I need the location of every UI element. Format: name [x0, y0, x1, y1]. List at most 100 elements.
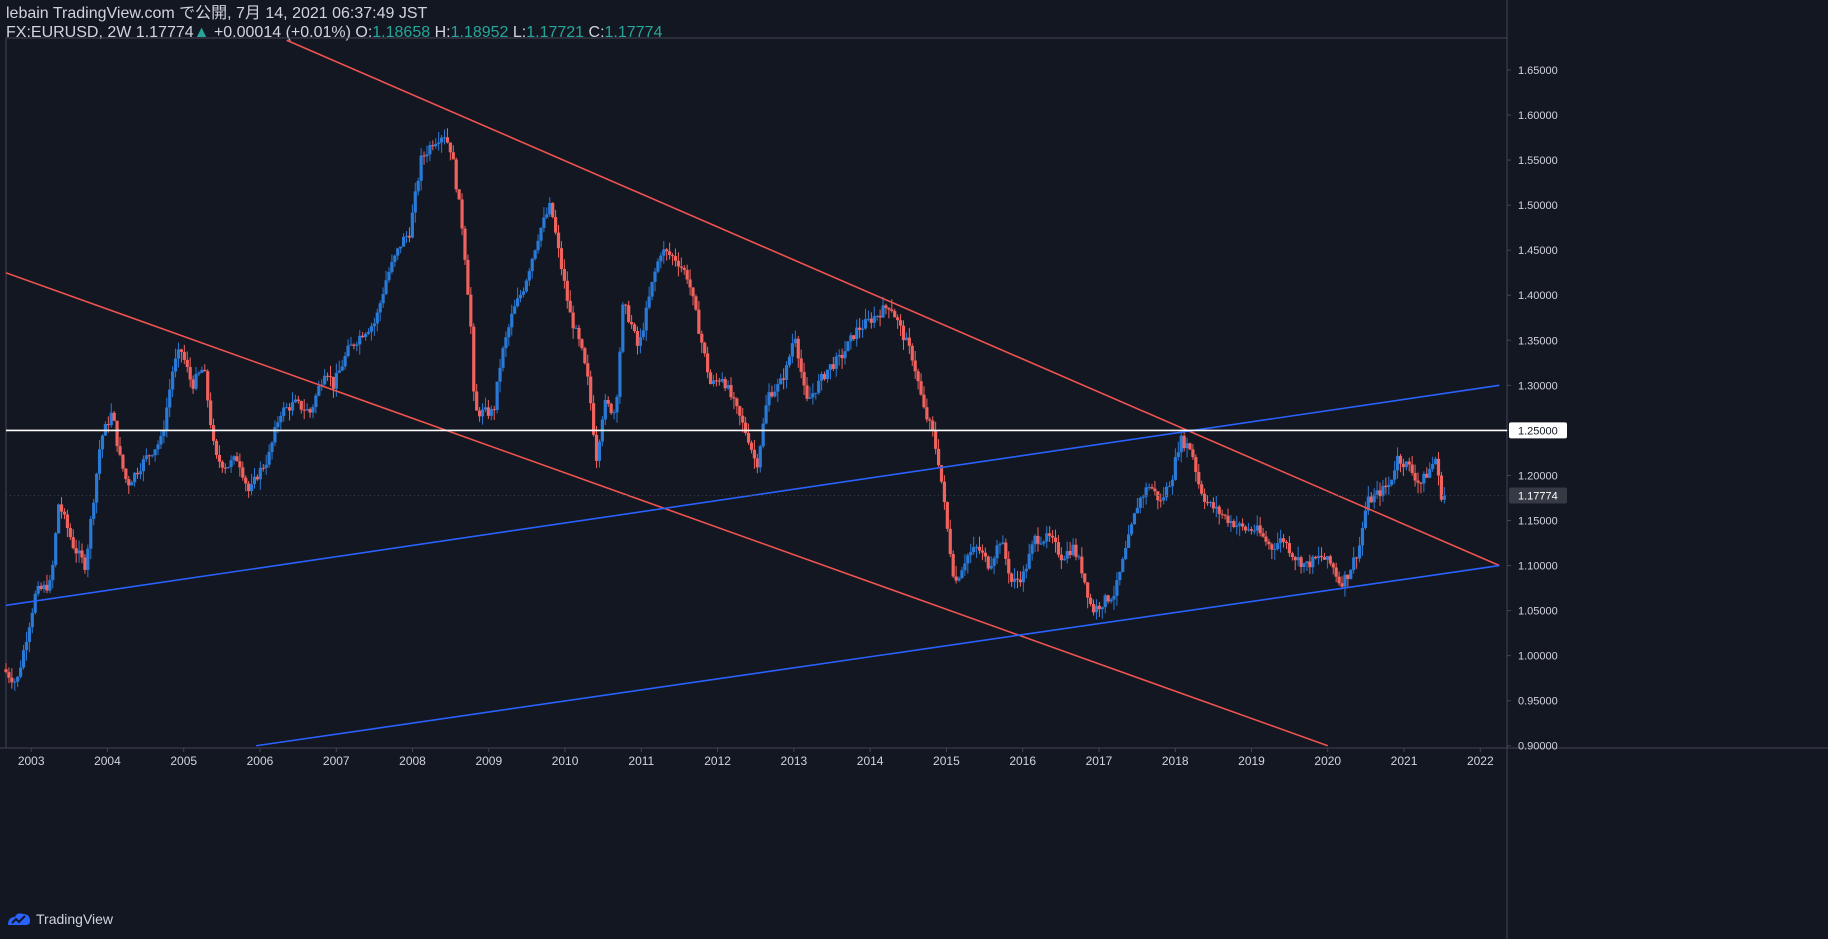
candle-up [24, 641, 29, 651]
candle-up [498, 367, 502, 382]
candle-up [30, 612, 34, 628]
candle-up [533, 250, 537, 259]
candle-up [77, 550, 81, 554]
low-value: 1.17721 [526, 24, 585, 41]
candle-up [1393, 470, 1397, 480]
candle-up [872, 316, 876, 323]
candle-up [542, 217, 546, 228]
candle-up [1042, 541, 1046, 544]
candle-up [346, 345, 350, 357]
candle-up [1039, 543, 1043, 545]
candle-up [1115, 580, 1119, 596]
candle-down [1287, 543, 1291, 554]
trendline-lower-ascending [256, 564, 1500, 747]
candle-up [764, 405, 768, 424]
candle-down [1407, 461, 1411, 465]
candle-down [463, 228, 467, 260]
candle-up [539, 227, 543, 241]
candle-up [621, 304, 625, 352]
candle-up [100, 435, 105, 450]
candle-up [434, 143, 438, 147]
candle-down [1319, 555, 1324, 558]
symbol-interval[interactable]: FX:EURUSD, 2W [6, 24, 132, 41]
x-tick-label: 2020 [1314, 754, 1341, 768]
candle-down [746, 433, 751, 443]
candle-up [387, 271, 391, 281]
candle-up [311, 407, 315, 413]
candle-down [586, 363, 590, 377]
candle-down [287, 407, 292, 411]
candle-up [1077, 556, 1081, 558]
candle-up [1124, 548, 1128, 560]
candle-up [141, 459, 146, 472]
candle-down [469, 294, 473, 327]
candle-up [1030, 544, 1034, 554]
candle-down [127, 479, 131, 486]
x-tick-label: 2016 [1009, 754, 1036, 768]
candle-up [375, 312, 379, 324]
x-tick-label: 2011 [628, 754, 654, 768]
candle-up [1246, 529, 1251, 531]
candle-down [799, 358, 803, 372]
candle-up [340, 366, 344, 371]
candle-up [176, 349, 181, 359]
candle-up [270, 442, 274, 452]
candle-down [1194, 457, 1198, 473]
candle-down [1088, 597, 1093, 605]
candle-up [273, 426, 277, 443]
trendline-upper-descending [286, 39, 1500, 567]
time-axis[interactable]: 2003 2004 2005 2006 2007 2008 2009 2010 2011 2012… [18, 748, 1494, 768]
candle-up [521, 291, 526, 295]
candle-up [1360, 528, 1365, 546]
candle-up [1433, 458, 1438, 465]
candle-down [749, 442, 754, 450]
candle-down [741, 415, 745, 423]
candle-down [1281, 538, 1286, 542]
candle-down [472, 326, 476, 392]
candle-up [1363, 510, 1367, 529]
candle-down [115, 420, 119, 447]
candle-down [685, 269, 689, 280]
y-tick-label: 0.90000 [1518, 741, 1558, 753]
candle-down [445, 137, 450, 143]
candle-up [439, 137, 444, 143]
candle-down [191, 379, 195, 389]
trendlines[interactable] [1, 39, 1507, 747]
price-axis[interactable]: 0.90000 0.95000 1.00000 1.05000 1.10000 1.150… [1507, 65, 1567, 753]
candle-up [1229, 521, 1233, 524]
candle-down [475, 391, 479, 411]
candle-down [211, 425, 216, 441]
candle-down [188, 366, 192, 380]
candle-down [7, 672, 11, 678]
y-tick-label: 1.50000 [1518, 200, 1558, 212]
brand-name: TradingView [36, 911, 114, 927]
candle-down [954, 576, 958, 581]
candle-up [1349, 569, 1353, 579]
candle-up [428, 145, 432, 155]
candle-down [185, 359, 189, 367]
candle-up [618, 351, 622, 397]
y-tick-label: 1.30000 [1518, 380, 1558, 392]
candle-up [1112, 595, 1116, 600]
candle-down [925, 407, 929, 420]
candle-up [793, 338, 797, 344]
candle-down [59, 504, 64, 512]
candle-down [121, 454, 125, 469]
candle-up [232, 456, 236, 461]
candle-up [57, 504, 61, 534]
candle-down [448, 142, 452, 153]
x-tick-label: 2004 [94, 754, 121, 768]
candle-up [21, 650, 26, 668]
candle-up [504, 337, 508, 349]
candle-down [913, 360, 917, 372]
candle-down [1159, 500, 1163, 502]
candle-up [767, 392, 771, 406]
candle-down [1261, 533, 1265, 537]
low-label: L: [512, 24, 527, 41]
candle-up [779, 378, 783, 385]
candle-up [1366, 496, 1370, 511]
candle-up [820, 374, 824, 381]
candle-down [1413, 472, 1417, 481]
candle-down [919, 381, 923, 395]
